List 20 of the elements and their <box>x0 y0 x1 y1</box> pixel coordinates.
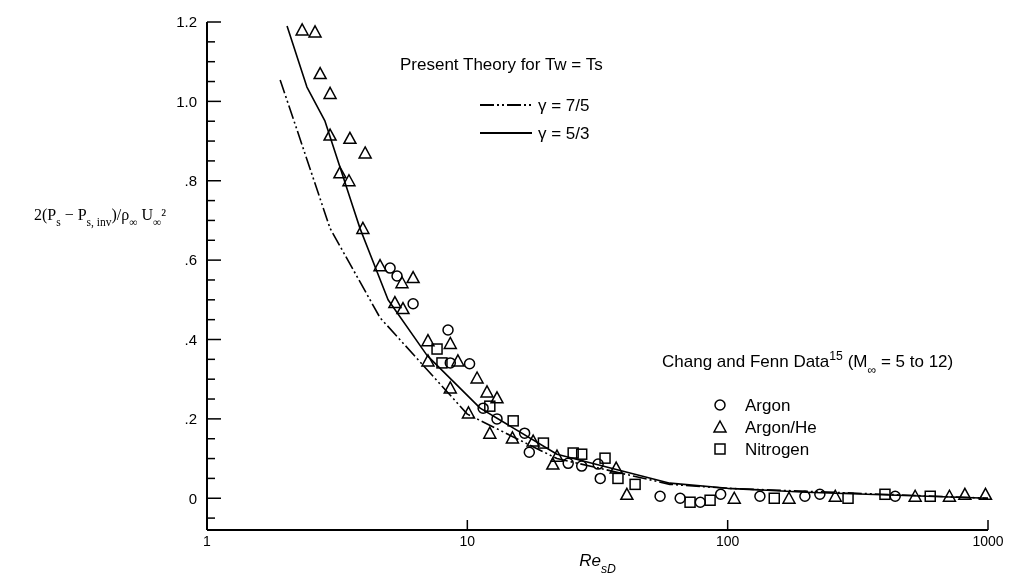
y-tick-label: .6 <box>184 251 197 269</box>
y-tick-label: .8 <box>184 172 197 189</box>
legend-label: γ = 7/5 <box>538 95 590 115</box>
y-tick-label: 0 <box>188 489 197 507</box>
x-tick-label: 1000 <box>972 533 1004 549</box>
x-tick-label: 1 <box>203 533 212 549</box>
legend-label: γ = 5/3 <box>538 123 590 143</box>
x-axis-title: Re$_{sD}$ <box>579 551 617 576</box>
y-tick-label: 1.2 <box>176 13 197 31</box>
x-tick-label: 100 <box>715 533 740 549</box>
text: 2(P$_{s}$ − P$_{s, inv}$)/ρ$_{∞}$ U$_{∞}$² <box>33 206 167 229</box>
y-tick-label: .4 <box>184 330 197 348</box>
legend-label: Argon/He <box>745 417 817 437</box>
legend-label: Nitrogen <box>745 439 810 459</box>
legend-label: Argon <box>745 395 791 415</box>
legend-title: Present Theory for Tw = Ts <box>400 55 603 74</box>
y-tick-label: 1.0 <box>176 92 197 110</box>
y-tick-label: .2 <box>184 410 197 428</box>
x-tick-label: 10 <box>459 533 476 549</box>
annotation: Chang and Fenn Data$^{15}$ (M$_{∞}$ = 5 to 12) <box>662 349 954 377</box>
